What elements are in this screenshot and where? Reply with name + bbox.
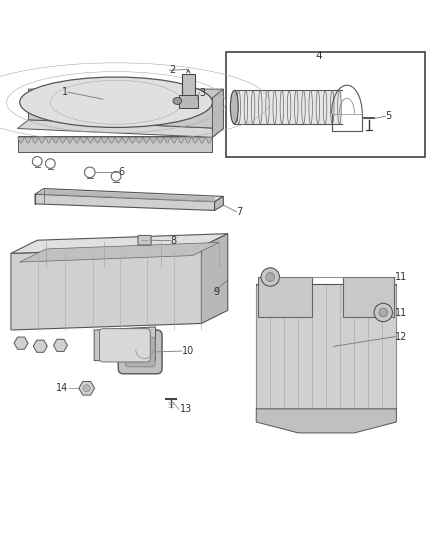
Text: 7: 7 [237,207,243,217]
Ellipse shape [173,98,182,104]
Text: 8: 8 [171,236,177,246]
Text: 9: 9 [214,287,220,297]
Polygon shape [101,138,108,143]
Polygon shape [18,120,223,138]
Polygon shape [73,138,80,143]
Circle shape [261,268,279,286]
Text: 3: 3 [199,87,205,98]
FancyBboxPatch shape [99,329,150,362]
Polygon shape [150,138,157,143]
Polygon shape [198,138,205,143]
Text: 11: 11 [395,309,407,318]
Text: 10: 10 [182,346,194,356]
FancyBboxPatch shape [343,278,394,317]
Bar [182,74,195,104]
Polygon shape [87,138,94,143]
Polygon shape [256,409,396,433]
Polygon shape [94,138,101,143]
Polygon shape [35,189,223,201]
Polygon shape [52,138,59,143]
Polygon shape [35,194,215,211]
Polygon shape [178,138,184,143]
Polygon shape [32,138,39,143]
Polygon shape [108,138,115,143]
Circle shape [83,385,90,392]
Text: 14: 14 [56,383,68,393]
Circle shape [266,273,275,281]
Polygon shape [18,138,25,143]
Polygon shape [171,138,178,143]
Polygon shape [59,138,66,143]
Polygon shape [184,138,191,143]
Polygon shape [122,138,129,143]
Polygon shape [212,89,223,138]
Polygon shape [201,233,228,324]
Text: 12: 12 [395,332,407,342]
Polygon shape [115,138,122,143]
Text: 13: 13 [180,405,192,414]
Bar [226,52,425,157]
FancyBboxPatch shape [138,236,151,245]
Polygon shape [46,138,52,143]
Polygon shape [191,138,198,143]
Ellipse shape [20,77,212,127]
Bar [234,91,342,124]
Polygon shape [80,138,87,143]
Circle shape [379,308,388,317]
FancyBboxPatch shape [258,278,312,317]
Polygon shape [25,138,32,143]
FancyBboxPatch shape [125,337,155,367]
Text: 11: 11 [395,272,407,282]
Ellipse shape [230,91,238,124]
Polygon shape [66,138,73,143]
FancyBboxPatch shape [118,330,162,374]
Text: 4: 4 [315,51,322,61]
Text: 2: 2 [170,65,176,75]
Polygon shape [256,284,396,409]
Polygon shape [39,138,46,143]
Polygon shape [164,138,171,143]
Bar [18,136,212,152]
Polygon shape [11,247,201,330]
Circle shape [374,303,392,322]
Text: 1: 1 [62,87,68,97]
Polygon shape [28,89,223,128]
Polygon shape [11,233,228,253]
Polygon shape [94,327,155,361]
Polygon shape [136,138,143,143]
Text: 6: 6 [118,167,124,177]
Polygon shape [143,138,150,143]
Polygon shape [205,138,212,143]
Polygon shape [215,197,223,211]
Polygon shape [20,243,219,262]
Polygon shape [157,138,164,143]
Polygon shape [129,138,136,143]
Text: 5: 5 [385,111,392,122]
FancyBboxPatch shape [179,95,198,108]
